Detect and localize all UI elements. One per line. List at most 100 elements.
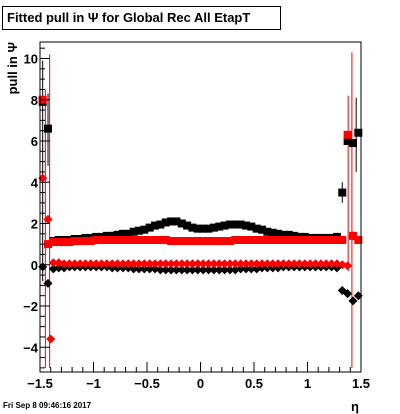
point-s1-3 (54, 263, 64, 273)
point-s2-57 (343, 130, 352, 139)
point-s1-26 (177, 265, 187, 275)
x-axis-label: η (351, 399, 359, 414)
point-s2-33 (215, 237, 224, 246)
point-s2-37 (236, 236, 245, 244)
point-s2-43 (268, 236, 277, 244)
point-s3-9 (80, 259, 90, 269)
point-s1-28 (187, 265, 197, 275)
point-s1-34 (220, 265, 230, 275)
point-s3-53 (316, 259, 326, 269)
point-s0-12 (102, 231, 111, 240)
point-s3-45 (273, 259, 283, 269)
x-tick-label-3: 0 (197, 376, 204, 391)
point-s3-11 (91, 259, 101, 269)
point-s3-41 (252, 259, 262, 269)
point-s1-20 (145, 264, 155, 274)
point-s0-1 (44, 124, 53, 133)
y-tick-label-6: 8 (31, 93, 38, 108)
point-s2-59 (354, 236, 363, 244)
point-s3-15 (113, 259, 123, 269)
x-tick-label-2: −0.5 (134, 376, 160, 391)
point-s0-36 (231, 220, 240, 229)
plot-frame (39, 41, 362, 373)
point-s2-13 (108, 236, 117, 244)
point-s3-51 (305, 259, 315, 269)
point-s3-16 (118, 259, 128, 269)
point-s0-27 (183, 221, 192, 230)
point-s3-59 (348, 231, 358, 241)
point-s0-45 (279, 230, 288, 239)
point-s0-33 (215, 222, 224, 231)
point-s3-6 (64, 259, 74, 269)
y-tick-label-4: 4 (31, 175, 39, 190)
point-s1-37 (236, 264, 246, 274)
point-s3-35 (220, 259, 230, 269)
point-s2-50 (306, 236, 315, 244)
point-s2-56 (338, 236, 347, 244)
point-s0-42 (263, 227, 272, 236)
point-s0-47 (290, 231, 299, 240)
point-s2-26 (177, 237, 186, 246)
point-s0-23 (161, 218, 170, 227)
point-s3-8 (75, 259, 85, 269)
point-s2-12 (102, 236, 111, 244)
point-s2-42 (263, 236, 272, 244)
point-s3-30 (193, 259, 203, 269)
point-s3-48 (289, 259, 299, 269)
point-s2-9 (86, 237, 95, 246)
point-s2-2 (49, 238, 58, 247)
point-s1-58 (348, 296, 358, 306)
point-s0-21 (151, 221, 160, 230)
point-s0-28 (188, 223, 197, 232)
point-s0-32 (209, 223, 218, 232)
point-s3-19 (134, 259, 144, 269)
point-s1-30 (198, 265, 208, 275)
point-s0-35 (225, 220, 234, 229)
point-s3-37 (230, 259, 240, 269)
point-s0-13 (108, 231, 117, 240)
point-s3-24 (161, 259, 171, 269)
point-s3-31 (198, 259, 208, 269)
point-s2-34 (220, 237, 229, 246)
y-axis-ticks: −4 −2 0 2 4 6 8 10 (23, 47, 50, 369)
x-tick-label-0: −1.5 (27, 376, 53, 391)
point-s1-35 (225, 265, 235, 275)
point-s2-10 (92, 236, 101, 244)
point-s2-14 (113, 236, 122, 244)
point-s3-28 (182, 259, 192, 269)
point-s1-18 (134, 264, 144, 274)
point-s1-39 (246, 264, 256, 274)
point-s1-25 (171, 265, 181, 275)
point-s3-40 (246, 259, 256, 269)
point-s2-48 (295, 236, 304, 244)
point-s2-46 (284, 236, 293, 244)
point-s3-46 (278, 259, 288, 269)
point-s1-29 (193, 265, 203, 275)
point-s3-21 (145, 259, 155, 269)
x-tick-label-5: 1 (304, 376, 311, 391)
point-s2-25 (172, 237, 181, 246)
point-s3-7 (70, 259, 80, 269)
point-s2-54 (327, 236, 336, 244)
point-s2-22 (156, 236, 165, 244)
point-s3-12 (97, 259, 107, 269)
point-s3-10 (86, 259, 96, 269)
point-s0-39 (247, 222, 256, 231)
timestamp: Fri Sep 8 09:46:16 2017 (3, 401, 92, 410)
point-s3-1 (43, 214, 53, 224)
point-s3-5 (59, 259, 69, 269)
point-s3-20 (139, 259, 149, 269)
point-s2-44 (274, 236, 283, 244)
point-s2-18 (134, 236, 143, 244)
point-s1-23 (161, 265, 171, 275)
point-s0-15 (118, 229, 127, 238)
point-s2-6 (70, 237, 79, 246)
point-s1-27 (182, 265, 192, 275)
x-axis-ticks: −1.5 −1 −0.5 0 0.5 1 1.5 (27, 362, 370, 391)
point-s2-35 (225, 237, 234, 246)
point-s3-54 (321, 259, 331, 269)
point-s3-32 (204, 259, 214, 269)
point-s0-57 (343, 137, 352, 145)
point-s2-3 (54, 238, 63, 247)
point-s2-16 (124, 236, 133, 244)
